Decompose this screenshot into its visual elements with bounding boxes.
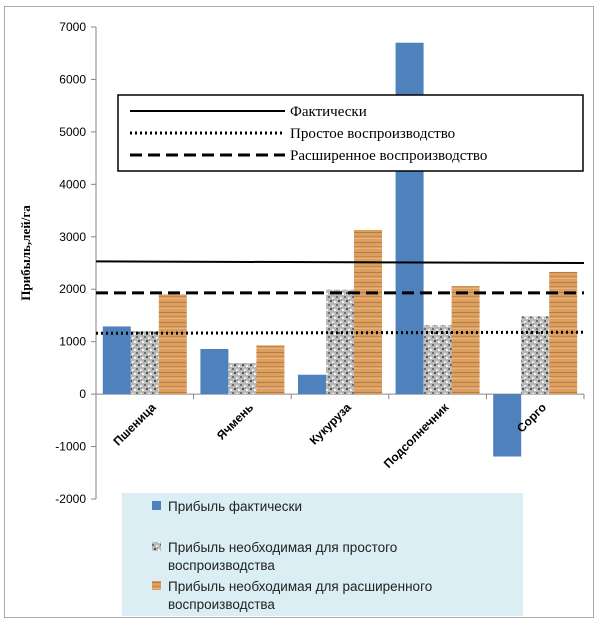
legend-swatch (152, 501, 161, 510)
category-label: Подсолнечник (381, 400, 452, 471)
bars (102, 42, 578, 457)
bar (298, 374, 326, 395)
bar (423, 325, 452, 395)
bar-legend-box (122, 493, 523, 616)
legend-series-label: Прибыль необходимая для расширенного (168, 579, 432, 594)
bar (256, 345, 285, 395)
bar (228, 363, 257, 395)
bar (451, 286, 480, 395)
y-tick-label: 0 (79, 387, 86, 401)
category-labels: Пшеница Ячмень Кукуруза Подсолнечник Сорго (110, 400, 549, 471)
bar-legend: Прибыль фактически Прибыль необходимая дл… (122, 493, 523, 616)
bar (130, 331, 159, 395)
y-tick-label: 5000 (59, 125, 86, 139)
legend-line-label: Фактически (290, 104, 367, 120)
line-legend: Фактически Простое воспроизводство Расшире… (117, 94, 584, 172)
y-tick-label: 1000 (59, 335, 86, 349)
y-tick-label: 6000 (59, 72, 86, 86)
bar (158, 294, 187, 395)
bar (493, 394, 522, 457)
category-label: Кукуруза (307, 400, 354, 447)
category-label: Ячмень (214, 400, 256, 442)
bar (521, 316, 550, 395)
y-tick-label: 2000 (59, 282, 86, 296)
legend-series-label: воспроизводства (168, 558, 275, 573)
legend-swatch (152, 581, 161, 590)
bar (102, 326, 131, 395)
y-tick-label: 3000 (59, 230, 86, 244)
reference-line (95, 330, 585, 335)
y-axis-title: Прибыль,лей/га (18, 205, 33, 301)
y-tick-label: 4000 (59, 177, 86, 191)
legend-series-label: Прибыль фактически (168, 499, 302, 514)
legend-swatch (152, 542, 161, 551)
bar (354, 229, 382, 395)
legend-series-label: Прибыль необходимая для простого (168, 540, 397, 555)
y-tick-label: -1000 (55, 440, 86, 454)
legend-line-label: Простое воспроизводство (290, 126, 455, 142)
reference-lines (95, 260, 585, 335)
legend-series-label: воспроизводства (168, 597, 275, 612)
bar (326, 289, 354, 395)
category-label: Пшеница (110, 400, 158, 448)
legend-line-label: Расширенное воспроизводство (290, 148, 487, 164)
y-tick-label: -2000 (55, 492, 86, 506)
reference-line (95, 260, 585, 264)
y-tick-label: 7000 (59, 20, 86, 34)
bar (200, 349, 229, 395)
